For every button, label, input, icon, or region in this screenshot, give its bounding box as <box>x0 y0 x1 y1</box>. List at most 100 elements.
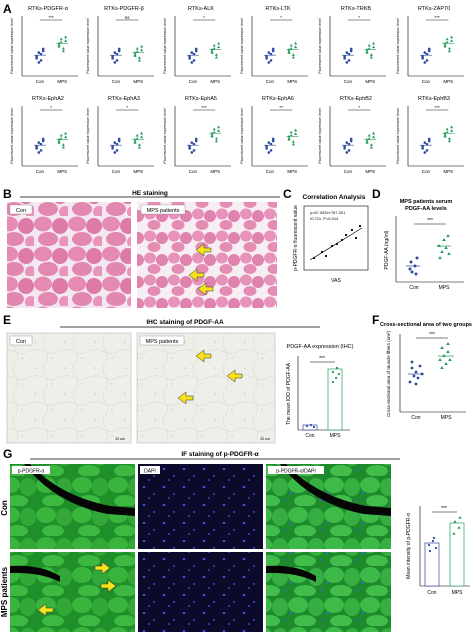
if-col-label-pdgfr: p-PDGFR-α <box>18 469 45 475</box>
dot-plot-xlabel-mps: MPS <box>57 79 67 84</box>
correlation-ylabel: p-PDGFR-α fluorescent value <box>293 205 299 271</box>
dot-plot-12: RTKs-EphB3 Fluorescent value expression l… <box>396 96 464 174</box>
dot-plot-xlabel-con: Con <box>266 169 275 174</box>
dot-plot-significance: * <box>358 105 360 110</box>
dot-plot-title: RTKs-EphA2 <box>32 96 64 102</box>
panel-letter-b: B <box>3 187 12 201</box>
if-col-label-merge: p-PDGFR-α/DAPI <box>276 469 316 475</box>
dot-plot-title: RTKs-EphB3 <box>418 96 450 102</box>
ihc-image-con <box>6 332 132 444</box>
dot-plot-significance: * <box>203 15 205 20</box>
he-image-mps <box>137 202 277 308</box>
csa-xlabel-mps: MPS <box>441 415 453 421</box>
panel-g-if-staining: IF staining of p-PDGFR-α p-PDGFR-α DAPI … <box>0 451 470 632</box>
correlation-title: Correlation Analysis <box>303 194 366 201</box>
if-row-label-mps: MPS patients <box>0 566 9 617</box>
ihc-label-con: Con <box>16 339 26 345</box>
ihc-header: IHC staining of PDGF-AA <box>146 319 224 326</box>
dot-plot-xlabel-con: Con <box>344 79 353 84</box>
if-row-label-con: Con <box>0 500 9 516</box>
ihc-bar-title: PDGF-AA expression (IHC) <box>287 344 354 350</box>
pdgf-aa-significance: *** <box>427 218 433 224</box>
dot-plot-title: RTKs-TRKB <box>341 6 371 12</box>
panel-letter-a: A <box>3 2 12 16</box>
panel-letter-d: D <box>372 187 381 201</box>
if-xlabel-con: Con <box>427 590 436 596</box>
ihc-label-mps: MPS patients <box>146 339 179 345</box>
dot-plot-1: RTKs-PDGFR-α Fluorescent value expression… <box>10 6 78 84</box>
panel-letter-f: F <box>372 313 380 327</box>
ihc-significance: *** <box>319 356 325 362</box>
dot-plot-xlabel-con: Con <box>36 79 45 84</box>
dot-plot-8: RTKs-EphA3 Fluorescent value expression l… <box>86 96 154 174</box>
dot-plot-ylabel: Fluorescent value expression level <box>318 18 322 73</box>
csa-title: Cross-sectional area of two groups <box>380 322 472 328</box>
dot-plot-9: RTKs-EphA5 Fluorescent value expression l… <box>163 96 231 174</box>
panel-letter-g: G <box>3 447 13 461</box>
dot-plot-xlabel-mps: MPS <box>210 79 220 84</box>
he-label-con: Con <box>16 208 26 214</box>
he-arrow-icons <box>188 243 214 296</box>
dot-plot-significance: ns <box>125 15 131 20</box>
ihc-arrow-icons <box>177 349 243 405</box>
dot-plot-xlabel-con: Con <box>266 79 275 84</box>
if-header: IF staining of p-PDGFR-α <box>181 451 258 458</box>
dot-plot-significance: *** <box>48 15 54 20</box>
dot-plot-significance: * <box>358 15 360 20</box>
dot-plot-11: RTKs-EphB2 Fluorescent value expression l… <box>318 96 386 174</box>
if-bar-ylabel: Mean intensity of p-PDGFR-α <box>406 513 412 579</box>
dot-plot-title: RTKs-ALK <box>188 6 214 12</box>
ihc-xlabel-con: Con <box>305 433 314 439</box>
pdgf-aa-xlabel-con: Con <box>409 285 418 291</box>
dot-plot-significance: * <box>126 105 128 110</box>
dot-plot-title: RTKs-LTK <box>265 6 290 12</box>
dot-plot-5: RTKs-TRKB Fluorescent value expression le… <box>318 6 386 84</box>
dot-plot-7: RTKs-EphA2 Fluorescent value expression l… <box>10 96 78 174</box>
dot-plot-ylabel: Fluorescent value expression level <box>163 108 167 163</box>
if-con-dapi-image <box>138 464 263 549</box>
panel-b-he-staining: HE staining Con MPS patients <box>7 190 280 308</box>
if-mps-pdgfr-image <box>10 552 135 632</box>
correlation-equation: y=67.092x+767.201 <box>310 210 346 215</box>
dot-plot-title: RTKs-EphA5 <box>185 96 217 102</box>
csa-ylabel: Cross-sectional area of muscle fibers (u… <box>386 330 391 417</box>
dot-plot-ylabel: Fluorescent value expression level <box>396 18 400 73</box>
dot-plot-xlabel-con: Con <box>344 169 353 174</box>
panel-d-pdgf-aa-levels: MPS patients serum PDGF-AA levels *** Co… <box>384 199 464 291</box>
dot-plot-title: RTKs-ZAP70 <box>418 6 450 12</box>
ihc-bar-ylabel: The mean IOD of PDGF-AA <box>286 362 292 425</box>
dot-plot-significance: * <box>280 15 282 20</box>
he-staining-header: HE staining <box>132 190 168 197</box>
if-xlabel-mps: MPS <box>452 590 464 596</box>
dot-plot-xlabel-mps: MPS <box>365 169 375 174</box>
dot-plot-ylabel: Fluorescent value expression level <box>163 18 167 73</box>
csa-significance: *** <box>429 332 435 338</box>
correlation-xlabel: VAS <box>331 278 341 284</box>
dot-plot-ylabel: Fluorescent value expression level <box>318 108 322 163</box>
dot-plot-ylabel: Fluorescent value expression level <box>240 18 244 73</box>
dot-plot-title: RTKs-EphA3 <box>108 96 140 102</box>
panel-f-cross-sectional-area: Cross-sectional area of two groups *** C… <box>380 322 472 421</box>
if-mps-dapi-image <box>138 552 263 632</box>
dot-plot-significance: * <box>50 105 52 110</box>
dot-plot-xlabel-mps: MPS <box>287 79 297 84</box>
dot-plot-xlabel-mps: MPS <box>133 79 143 84</box>
dot-plot-xlabel-mps: MPS <box>57 169 67 174</box>
dot-plot-significance: ** <box>279 105 283 110</box>
dot-plot-6: RTKs-ZAP70 Fluorescent value expression l… <box>396 6 464 84</box>
dot-plot-xlabel-con: Con <box>112 79 121 84</box>
dot-plot-ylabel: Fluorescent value expression level <box>86 18 90 73</box>
dot-plot-ylabel: Fluorescent value expression level <box>86 108 90 163</box>
dot-plot-significance: *** <box>434 105 440 110</box>
dot-plot-ylabel: Fluorescent value expression level <box>10 18 14 73</box>
panel-c-correlation: Correlation Analysis y=67.092x+767.201 r… <box>293 194 369 284</box>
dot-plot-ylabel: Fluorescent value expression level <box>10 108 14 163</box>
dot-plot-xlabel-mps: MPS <box>287 169 297 174</box>
panel-letter-e: E <box>3 313 12 327</box>
dot-plot-significance: *** <box>434 15 440 20</box>
if-significance: *** <box>441 506 447 512</box>
dot-plot-title: RTKs-PDGFR-β <box>104 6 144 12</box>
dot-plot-xlabel-mps: MPS <box>443 79 453 84</box>
panel-letter-c: C <box>283 187 292 201</box>
correlation-stat: r0.711, P=0.014 <box>310 216 339 221</box>
